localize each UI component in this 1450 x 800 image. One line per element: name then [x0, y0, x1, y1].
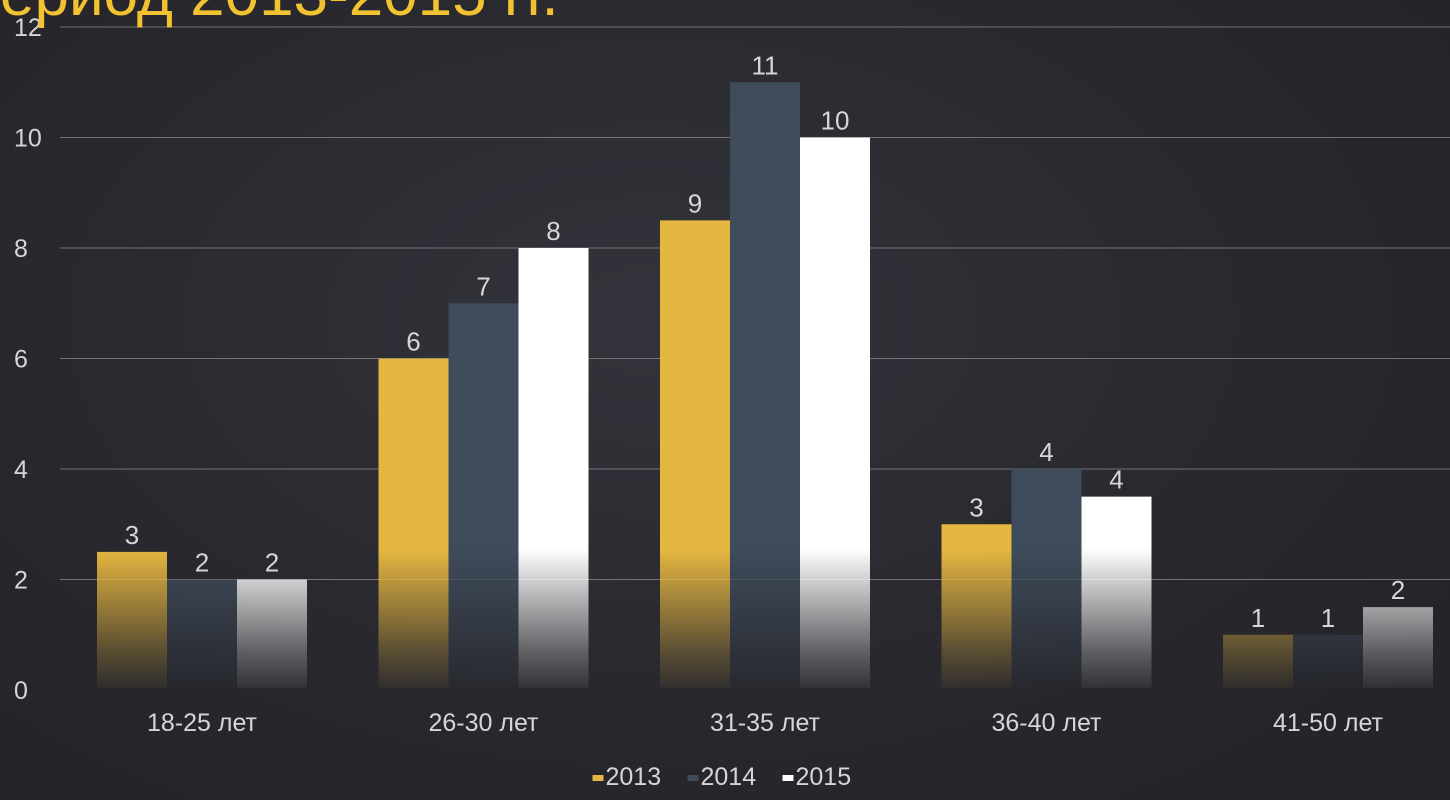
bar-2015-2 — [800, 137, 870, 688]
y-tick-label: 10 — [14, 125, 42, 153]
x-category-label: 26-30 лет — [429, 709, 540, 737]
bar-2015-3 — [1081, 496, 1152, 688]
bar-2014-2 — [730, 82, 800, 688]
legend-label-2013: 2013 — [606, 763, 662, 791]
bar-2015-4 — [1363, 607, 1433, 688]
legend-swatch-2013 — [592, 775, 604, 781]
data-label: 1 — [1251, 603, 1265, 633]
bar-2013-0 — [97, 551, 167, 688]
data-label: 3 — [969, 492, 983, 522]
x-category-label: 41-50 лет — [1273, 709, 1384, 737]
chart-title: ериод 2013-2015 гг. — [0, 0, 559, 26]
legend: 2013 2014 2015 — [592, 763, 852, 791]
bar-2013-4 — [1223, 634, 1293, 688]
x-axis-categories: 18-25 лет 26-30 лет 31-35 лет 36-40 лет 41-5… — [147, 709, 1384, 737]
data-label: 11 — [752, 50, 779, 80]
data-label: 2 — [265, 548, 279, 578]
bar-2013-2 — [660, 220, 730, 688]
data-label: 2 — [1391, 575, 1405, 605]
data-label: 4 — [1109, 465, 1123, 495]
data-label: 7 — [476, 271, 490, 301]
data-label: 2 — [195, 548, 209, 578]
legend-label-2014: 2014 — [701, 763, 757, 791]
x-category-label: 36-40 лет — [992, 709, 1103, 737]
bar-2014-0 — [167, 579, 237, 688]
data-label: 1 — [1321, 603, 1335, 633]
data-label: 3 — [125, 520, 139, 550]
y-tick-label: 4 — [14, 456, 28, 484]
bar-2015-1 — [518, 248, 589, 688]
data-label: 8 — [546, 216, 560, 246]
bar-2014-1 — [448, 303, 519, 688]
bar-2014-3 — [1011, 469, 1082, 688]
y-tick-label: 0 — [14, 677, 28, 705]
legend-swatch-2015 — [782, 775, 794, 781]
y-tick-label: 12 — [14, 14, 42, 42]
legend-swatch-2014 — [687, 775, 699, 781]
bar-2015-0 — [237, 579, 307, 688]
data-label: 10 — [821, 106, 850, 136]
y-tick-label: 6 — [14, 346, 28, 374]
data-label: 6 — [406, 327, 420, 357]
data-label: 9 — [688, 188, 702, 218]
legend-label-2015: 2015 — [796, 763, 852, 791]
y-tick-label: 8 — [14, 235, 28, 263]
x-category-label: 31-35 лет — [710, 709, 821, 737]
bars — [97, 82, 1433, 688]
x-category-label: 18-25 лет — [147, 709, 258, 737]
data-label: 4 — [1039, 437, 1053, 467]
bar-2014-4 — [1293, 634, 1363, 688]
y-axis-ticks: 0 2 4 6 8 10 12 — [14, 14, 42, 705]
bar-2013-3 — [941, 524, 1012, 688]
bar-2013-1 — [378, 358, 449, 688]
y-tick-label: 2 — [14, 567, 28, 595]
